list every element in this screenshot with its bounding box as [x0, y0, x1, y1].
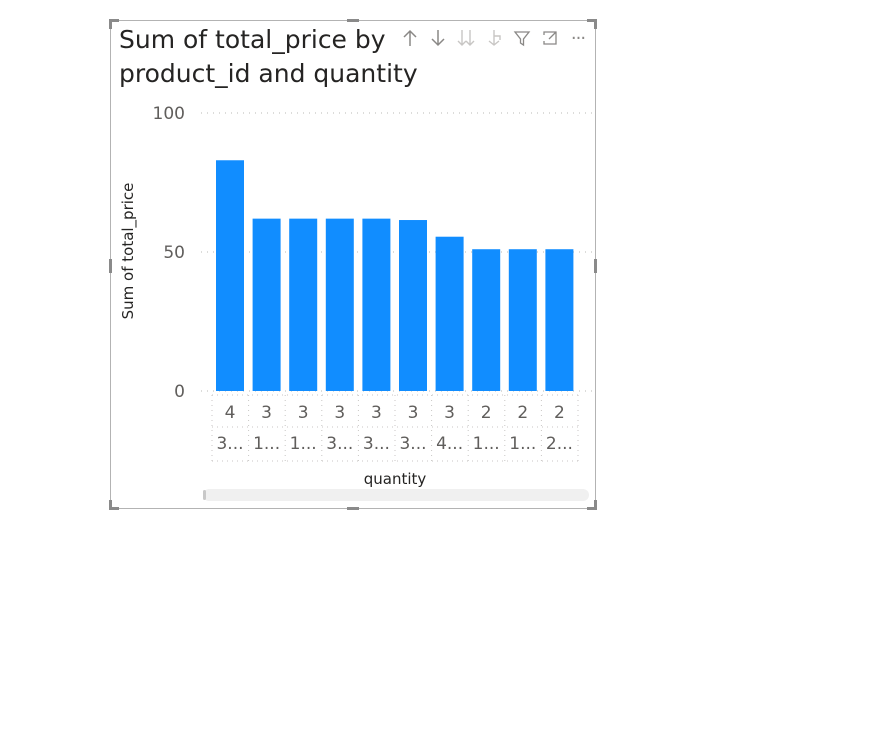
- resize-handle-left[interactable]: [109, 259, 112, 273]
- visual-title: Sum of total_price by product_id and qua…: [119, 25, 418, 88]
- chart-area: 0 50 100 4 3... 3 1... 3 1... 3 3... 3 3... 3 3... 3 4.…: [119, 104, 593, 488]
- x-tick-label-product: 3...: [363, 434, 390, 454]
- x-tick-label-product: 1...: [290, 434, 317, 454]
- bar[interactable]: [252, 218, 281, 391]
- x-tick-label-product: 2...: [546, 434, 573, 454]
- more-options-icon[interactable]: ···: [570, 27, 586, 49]
- resize-handle-top-right[interactable]: [587, 19, 597, 22]
- x-tick-label-product: 1...: [253, 434, 280, 454]
- resize-handle-bottom-right[interactable]: [587, 507, 597, 510]
- bar[interactable]: [435, 236, 464, 391]
- bar[interactable]: [216, 160, 244, 391]
- y-tick-label: 50: [163, 243, 185, 263]
- x-tick-label-quantity: 2: [554, 403, 565, 423]
- x-tick-label-quantity: 3: [444, 403, 455, 423]
- filter-icon[interactable]: [511, 26, 533, 50]
- resize-handle-right[interactable]: [594, 259, 597, 273]
- arrow-up-icon[interactable]: [399, 26, 421, 50]
- x-tick-label-quantity: 4: [225, 403, 236, 423]
- x-tick-label-product: 4...: [436, 434, 463, 454]
- x-tick-label-product: 1...: [473, 434, 500, 454]
- x-tick-label-quantity: 3: [334, 403, 345, 423]
- x-tick-label-quantity: 3: [298, 403, 309, 423]
- bar[interactable]: [289, 218, 318, 391]
- x-tick-label-quantity: 2: [517, 403, 528, 423]
- x-tick-label-quantity: 3: [261, 403, 272, 423]
- resize-handle-top-right-v[interactable]: [594, 19, 597, 29]
- bar[interactable]: [508, 249, 537, 391]
- resize-handle-top[interactable]: [347, 19, 359, 22]
- visual-header-toolbar: ···: [395, 25, 593, 51]
- resize-handle-top-left[interactable]: [109, 19, 119, 22]
- x-axis-categories: 4 3... 3 1... 3 1... 3 3... 3 3... 3 3... 3 4... 2 1...…: [211, 394, 579, 462]
- x-axis-title: quantity: [364, 470, 427, 488]
- resize-handle-bottom-left-v[interactable]: [109, 500, 112, 510]
- resize-handle-bottom-left[interactable]: [109, 507, 119, 510]
- y-tick-label: 0: [174, 382, 185, 402]
- focus-mode-icon[interactable]: [539, 26, 561, 50]
- x-tick-label-product: 3...: [216, 434, 243, 454]
- bar[interactable]: [325, 218, 354, 391]
- scrollbar-thumb[interactable]: [203, 490, 206, 500]
- y-axis-title: Sum of total_price: [119, 183, 138, 320]
- fork-arrow-down-icon[interactable]: [483, 26, 505, 50]
- bar[interactable]: [472, 249, 501, 391]
- bars: [216, 160, 574, 391]
- arrow-down-icon[interactable]: [427, 26, 449, 50]
- bar-chart-visual[interactable]: Sum of total_price by product_id and qua…: [109, 19, 597, 510]
- x-tick-label-quantity: 2: [481, 403, 492, 423]
- horizontal-scrollbar[interactable]: [203, 489, 589, 501]
- x-tick-label-quantity: 3: [408, 403, 419, 423]
- resize-handle-bottom[interactable]: [347, 507, 359, 510]
- bar[interactable]: [399, 220, 427, 391]
- bar[interactable]: [545, 249, 574, 391]
- y-axis-ticks: 0 50 100: [153, 104, 185, 402]
- y-tick-label: 100: [153, 104, 185, 124]
- x-tick-label-quantity: 3: [371, 403, 382, 423]
- x-tick-label-product: 3...: [399, 434, 426, 454]
- resize-handle-bottom-right-v[interactable]: [594, 500, 597, 510]
- x-tick-label-product: 3...: [326, 434, 353, 454]
- double-arrow-down-icon[interactable]: [455, 26, 477, 50]
- x-tick-label-product: 1...: [509, 434, 536, 454]
- bar[interactable]: [362, 218, 391, 391]
- resize-handle-top-left-v[interactable]: [109, 19, 112, 29]
